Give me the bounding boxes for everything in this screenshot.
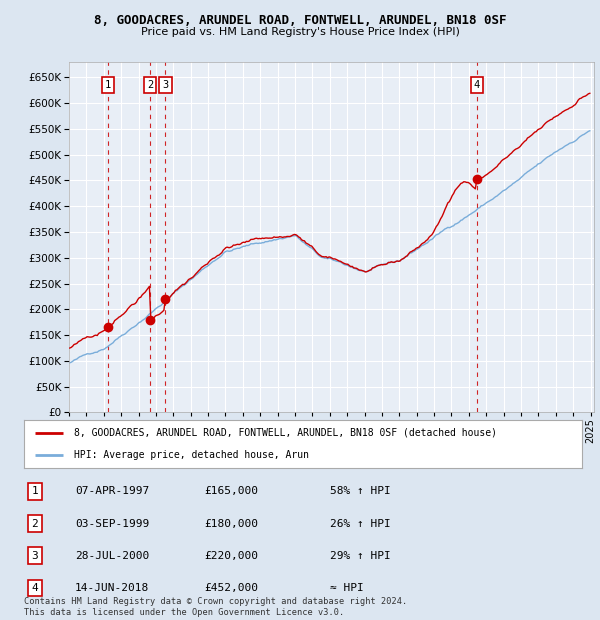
Text: £452,000: £452,000 (204, 583, 258, 593)
Text: 2: 2 (31, 518, 38, 529)
Text: 1: 1 (105, 80, 111, 90)
Text: 3: 3 (162, 80, 169, 90)
Text: £165,000: £165,000 (204, 486, 258, 497)
Text: 58% ↑ HPI: 58% ↑ HPI (330, 486, 391, 497)
Text: 8, GOODACRES, ARUNDEL ROAD, FONTWELL, ARUNDEL, BN18 0SF: 8, GOODACRES, ARUNDEL ROAD, FONTWELL, AR… (94, 14, 506, 27)
Text: 29% ↑ HPI: 29% ↑ HPI (330, 551, 391, 561)
Text: 26% ↑ HPI: 26% ↑ HPI (330, 518, 391, 529)
Text: 8, GOODACRES, ARUNDEL ROAD, FONTWELL, ARUNDEL, BN18 0SF (detached house): 8, GOODACRES, ARUNDEL ROAD, FONTWELL, AR… (74, 428, 497, 438)
Text: 4: 4 (31, 583, 38, 593)
Text: 2: 2 (147, 80, 153, 90)
Text: £180,000: £180,000 (204, 518, 258, 529)
Text: ≈ HPI: ≈ HPI (330, 583, 364, 593)
Text: 4: 4 (473, 80, 480, 90)
Text: 14-JUN-2018: 14-JUN-2018 (75, 583, 149, 593)
Text: HPI: Average price, detached house, Arun: HPI: Average price, detached house, Arun (74, 450, 309, 460)
Text: 03-SEP-1999: 03-SEP-1999 (75, 518, 149, 529)
Text: £220,000: £220,000 (204, 551, 258, 561)
Text: 1: 1 (31, 486, 38, 497)
Text: Price paid vs. HM Land Registry's House Price Index (HPI): Price paid vs. HM Land Registry's House … (140, 27, 460, 37)
Text: 28-JUL-2000: 28-JUL-2000 (75, 551, 149, 561)
Text: 07-APR-1997: 07-APR-1997 (75, 486, 149, 497)
Text: 3: 3 (31, 551, 38, 561)
Text: Contains HM Land Registry data © Crown copyright and database right 2024.
This d: Contains HM Land Registry data © Crown c… (24, 598, 407, 617)
